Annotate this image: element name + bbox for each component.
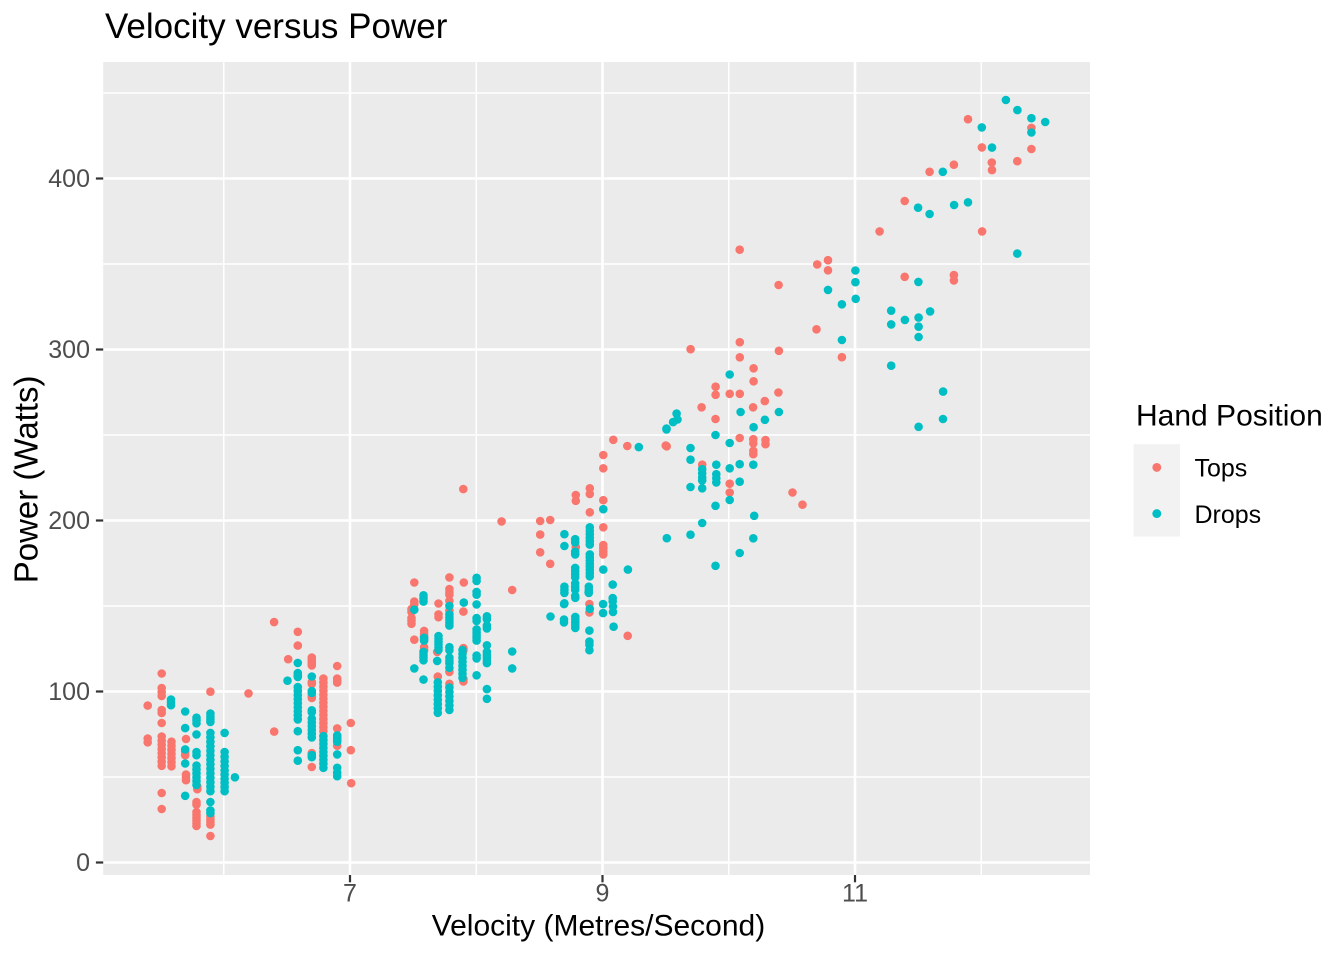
svg-text:Hand Position: Hand Position bbox=[1136, 399, 1323, 432]
svg-text:Power (Watts): Power (Watts) bbox=[7, 376, 44, 584]
svg-text:Tops: Tops bbox=[1195, 455, 1248, 483]
svg-text:300: 300 bbox=[48, 336, 90, 364]
svg-text:Drops: Drops bbox=[1195, 501, 1262, 529]
svg-text:400: 400 bbox=[48, 165, 90, 193]
svg-text:0: 0 bbox=[76, 849, 90, 877]
svg-text:100: 100 bbox=[48, 678, 90, 706]
svg-text:11: 11 bbox=[842, 879, 868, 907]
svg-text:Velocity (Metres/Second): Velocity (Metres/Second) bbox=[432, 909, 765, 942]
svg-text:Velocity versus Power: Velocity versus Power bbox=[105, 7, 448, 46]
svg-text:200: 200 bbox=[48, 507, 90, 535]
svg-text:7: 7 bbox=[343, 879, 357, 907]
svg-text:9: 9 bbox=[596, 879, 610, 907]
